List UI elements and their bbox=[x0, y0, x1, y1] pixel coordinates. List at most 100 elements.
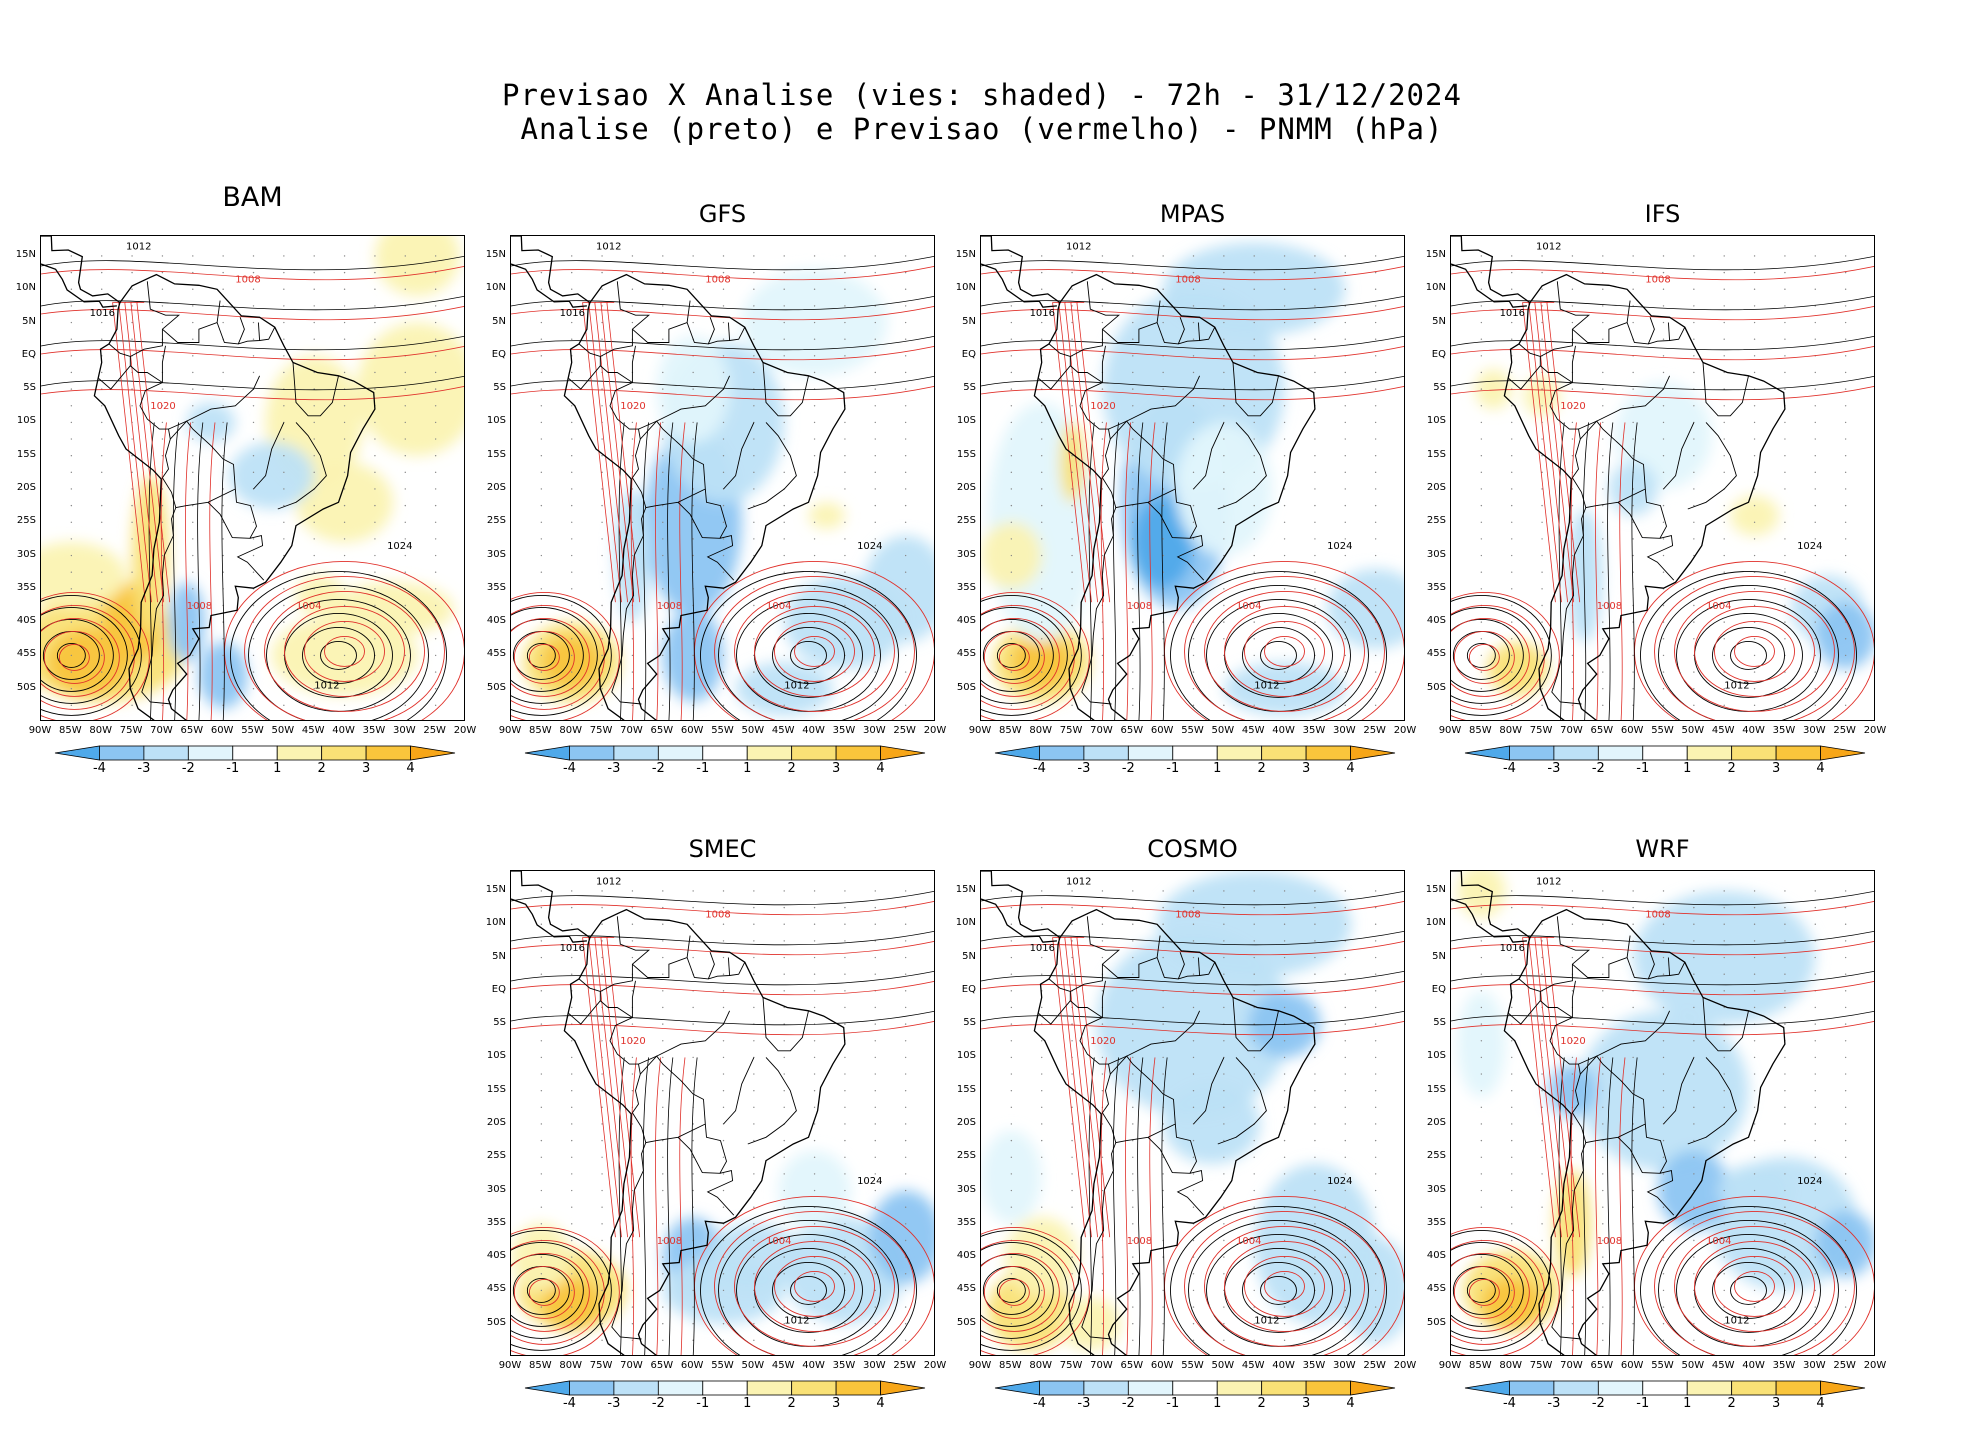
colorbar-label: 1 bbox=[743, 1396, 752, 1411]
contour-label: 1012 bbox=[1724, 1316, 1749, 1327]
lat-tick-label: 45S bbox=[1426, 1283, 1446, 1295]
map-frame: 1012 1008 1016 1020 1024 1004 1012 1008 bbox=[510, 235, 935, 721]
lon-tick-label: 60W bbox=[1620, 1360, 1644, 1371]
colorbar-segment bbox=[321, 745, 367, 761]
colorbar-segment bbox=[1731, 745, 1777, 761]
lon-tick-label: 40W bbox=[1272, 725, 1295, 736]
lon-tick-label: 85W bbox=[529, 725, 552, 736]
isobars bbox=[511, 255, 934, 720]
colorbar-segment bbox=[1127, 1380, 1174, 1396]
colorbar-label: -2 bbox=[651, 761, 665, 776]
lat-tick-label: 5S bbox=[1433, 382, 1446, 394]
lon-tick-label: 75W bbox=[1529, 1360, 1553, 1371]
contour-label: 1004 bbox=[766, 1236, 791, 1247]
lon-tick-label: 60W bbox=[1620, 725, 1644, 736]
lon-tick-label: 70W bbox=[1560, 725, 1583, 736]
coastline bbox=[511, 871, 846, 1355]
colorbar-segment bbox=[569, 745, 615, 761]
bias-patch bbox=[1815, 602, 1874, 669]
contour-label: 1020 bbox=[620, 401, 645, 412]
contour-label: 1004 bbox=[296, 601, 321, 612]
colorbar-segment bbox=[99, 745, 145, 761]
lat-tick-label: 25S bbox=[956, 515, 976, 527]
colorbar-label: -4 bbox=[562, 761, 576, 776]
colorbar-label: 2 bbox=[1257, 761, 1266, 776]
lon-tick-label: 50W bbox=[1211, 725, 1235, 736]
bias-patch bbox=[1457, 990, 1506, 1098]
panel-title: COSMO bbox=[1147, 835, 1238, 863]
lon-tick-label: 70W bbox=[620, 725, 643, 736]
bias-shading bbox=[981, 871, 1404, 1351]
contour-label: 1008 bbox=[1645, 910, 1670, 921]
lat-tick-label: 30S bbox=[956, 548, 976, 560]
lon-tick-label: 85W bbox=[59, 725, 82, 736]
lon-tick-label: 50W bbox=[271, 725, 295, 736]
lat-tick-label: 15N bbox=[485, 883, 506, 895]
lon-tick-label: 55W bbox=[711, 725, 734, 736]
map-svg: 1012 1008 1016 1020 1024 1004 1012 1008 bbox=[1451, 236, 1874, 720]
lat-tick-label: 15S bbox=[956, 1083, 976, 1095]
lat-tick-label: 15N bbox=[955, 248, 976, 260]
lat-tick-label: 10N bbox=[1425, 917, 1446, 929]
colorbar-segment bbox=[524, 1380, 570, 1396]
colorbar-label: 2 bbox=[1257, 1396, 1266, 1411]
lon-tick-label: 80W bbox=[559, 1360, 583, 1371]
colorbar-label: -1 bbox=[1166, 1396, 1180, 1411]
contour-label: 1024 bbox=[387, 541, 412, 552]
colorbar-label: 1 bbox=[1683, 1396, 1692, 1411]
colorbar-label: -4 bbox=[1032, 1396, 1046, 1411]
colorbar-segment bbox=[276, 745, 323, 761]
lon-tick-label: 35W bbox=[1302, 725, 1326, 736]
lon-tick-label: 20W bbox=[1863, 1360, 1887, 1371]
lon-tick-label: 75W bbox=[589, 725, 613, 736]
contour-label: 1012 bbox=[1254, 681, 1279, 692]
contour-label: 1008 bbox=[1175, 275, 1200, 286]
contour-label: 1016 bbox=[1500, 943, 1525, 954]
colorbar-segment bbox=[880, 745, 926, 761]
colorbar: -4 -3 -2 -1 1 2 3 4 bbox=[50, 745, 460, 781]
lat-tick-label: 20S bbox=[1426, 481, 1446, 493]
bias-patch bbox=[981, 1130, 1042, 1224]
lon-tick-label: 80W bbox=[1029, 725, 1053, 736]
contour-label: 1024 bbox=[1327, 1176, 1352, 1187]
grid-dots bbox=[540, 890, 907, 1342]
lon-tick-label: 75W bbox=[1529, 725, 1553, 736]
contour-label: 1008 bbox=[705, 275, 730, 286]
lon-tick-label: 30W bbox=[862, 1360, 886, 1371]
lon-tick-label: 20W bbox=[923, 1360, 947, 1371]
lat-tick-label: 15S bbox=[1426, 448, 1446, 460]
lon-tick-label: 65W bbox=[1590, 1360, 1614, 1371]
lon-tick-label: 35W bbox=[1772, 725, 1796, 736]
coastline bbox=[981, 871, 1316, 1355]
lat-tick-label: 45S bbox=[956, 1283, 976, 1295]
lon-tick-label: 70W bbox=[620, 1360, 643, 1371]
contour-label: 1024 bbox=[1797, 1176, 1822, 1187]
lat-tick-label: 10N bbox=[955, 282, 976, 294]
colorbar-label: 4 bbox=[1346, 761, 1355, 776]
colorbar: -4 -3 -2 -1 1 2 3 4 bbox=[1460, 1380, 1870, 1416]
lat-tick-label: 5N bbox=[1432, 950, 1446, 962]
colorbar-segment bbox=[1820, 1380, 1866, 1396]
map-frame: 1012 1008 1016 1020 1024 1004 1012 1008 bbox=[40, 235, 465, 721]
lon-tick-label: 90W bbox=[968, 1360, 992, 1371]
colorbar-label: 2 bbox=[787, 1396, 796, 1411]
lon-tick-label: 45W bbox=[1241, 1360, 1265, 1371]
lon-tick-label: 55W bbox=[1181, 1360, 1204, 1371]
lon-tick-label: 70W bbox=[150, 725, 173, 736]
contour-label: 1012 bbox=[784, 1316, 809, 1327]
lat-tick-label: 10S bbox=[956, 415, 976, 427]
colorbar-segment bbox=[1350, 745, 1396, 761]
contour-label: 1008 bbox=[1597, 601, 1622, 612]
coastline bbox=[1451, 236, 1786, 720]
colorbar-segment bbox=[1553, 1380, 1599, 1396]
lon-tick-label: 75W bbox=[1059, 725, 1083, 736]
lat-tick-label: 5N bbox=[962, 315, 976, 327]
lat-tick-label: 15S bbox=[16, 448, 36, 460]
colorbar-segment bbox=[1305, 745, 1351, 761]
lon-tick-label: 30W bbox=[862, 725, 886, 736]
figure-title-line1: Previsao X Analise (vies: shaded) - 72h … bbox=[502, 78, 1462, 112]
contour-label: 1012 bbox=[1066, 876, 1091, 887]
lat-tick-label: 35S bbox=[1426, 581, 1446, 593]
colorbar-label: -4 bbox=[562, 1396, 576, 1411]
lat-tick-label: 35S bbox=[16, 581, 36, 593]
